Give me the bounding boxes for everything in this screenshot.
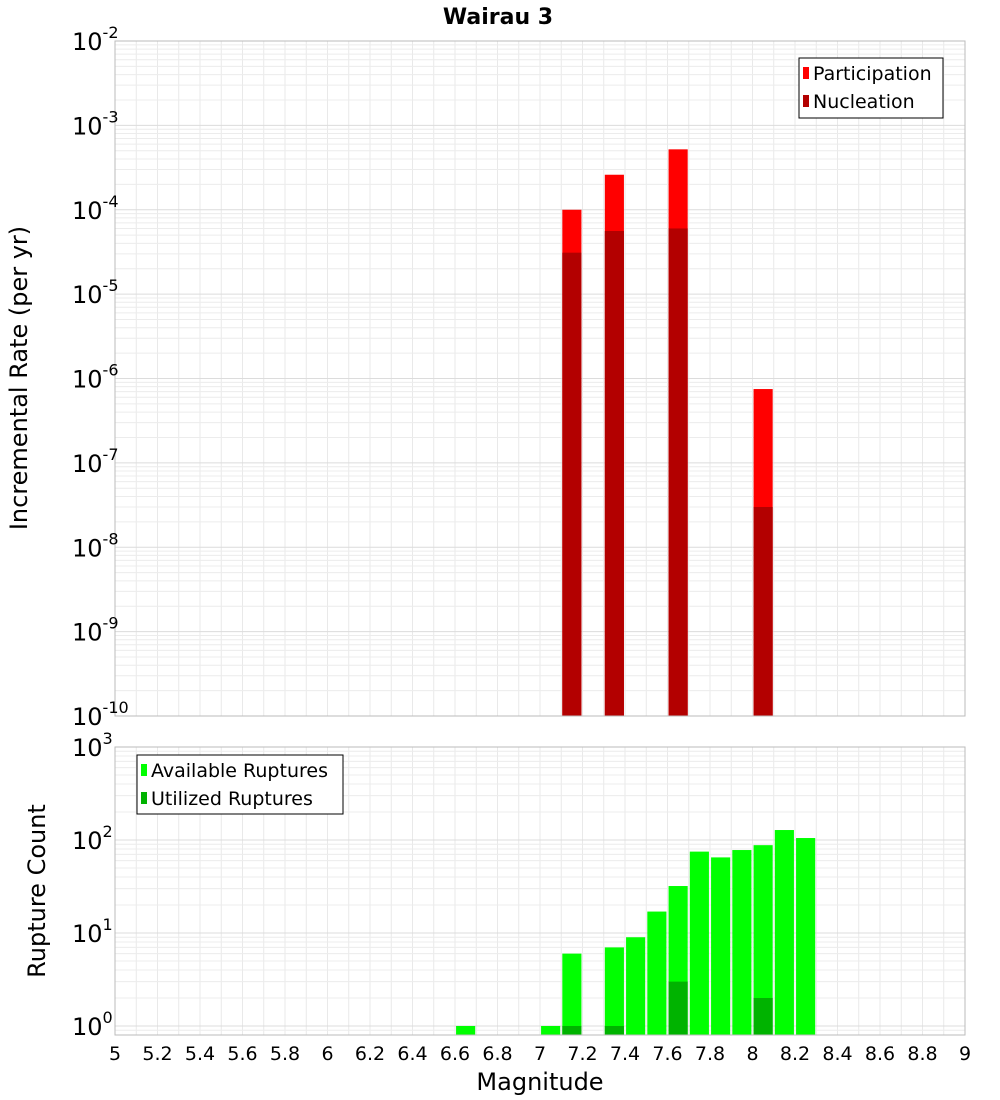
chart-title: Wairau 3 <box>443 5 553 30</box>
x-tick-label: 9 <box>959 1043 971 1065</box>
count-plot-frame <box>114 746 966 1036</box>
rate-plot-frame <box>114 40 966 717</box>
bar-available-ruptures <box>647 911 667 1035</box>
bar-available-ruptures <box>626 937 646 1035</box>
legend-swatch <box>803 67 809 79</box>
x-tick-label: 7.2 <box>567 1043 597 1065</box>
count-y-ticks: 100 101 102 103 <box>72 729 113 1041</box>
y-tick-label: 103 <box>72 729 113 762</box>
y-tick-label: 10-4 <box>72 192 119 225</box>
y-tick-label: 10-2 <box>72 23 119 56</box>
bar-available-ruptures <box>604 947 624 1035</box>
x-tick-label: 5.8 <box>270 1043 300 1065</box>
bar-available-ruptures <box>796 838 816 1035</box>
y-tick-label: 10-10 <box>72 698 129 731</box>
x-tick-label: 6 <box>321 1043 333 1065</box>
x-tick-label: 6.6 <box>440 1043 470 1065</box>
y-tick-label: 100 <box>72 1008 113 1041</box>
rate-y-axis-label: Incremental Rate (per yr) <box>5 226 33 530</box>
legend-box <box>136 754 344 815</box>
y-tick-label: 10-7 <box>72 445 119 478</box>
legend-swatch <box>803 95 809 107</box>
x-tick-label: 6.8 <box>482 1043 512 1065</box>
legend-swatch <box>141 792 147 804</box>
x-tick-label: 5.4 <box>185 1043 215 1065</box>
y-tick-label: 10-6 <box>72 361 119 394</box>
legend-label: Available Ruptures <box>151 760 328 782</box>
x-tick-label: 8 <box>746 1043 758 1065</box>
bar-available-ruptures <box>562 953 582 1035</box>
bar-available-ruptures <box>732 850 752 1035</box>
rate-y-ticks: 10-10 10-9 10-8 10-7 10-6 10-5 10-4 10-3 10-2 <box>72 23 129 731</box>
x-tick-label: 7.8 <box>695 1043 725 1065</box>
magnitude-x-axis-label: Magnitude <box>476 1068 603 1096</box>
magnitude-x-ticks: 5 5.2 5.4 5.6 5.8 6 6.2 6.4 6.6 6.8 7 7.2 7.4 7.6 7.8 8… <box>109 1043 971 1065</box>
legend-label: Utilized Ruptures <box>151 788 313 810</box>
bar-available-ruptures <box>711 857 731 1035</box>
bar-available-ruptures <box>541 1025 561 1035</box>
bar-utilized-ruptures <box>604 1025 624 1035</box>
count-panel: 100 101 102 103 5 5.2 5.4 5.6 5.8 6 6.2 6.4 6.6 6.8 7… <box>23 729 971 1096</box>
y-tick-label: 101 <box>72 915 113 948</box>
x-tick-label: 5 <box>109 1043 121 1065</box>
x-tick-label: 8.8 <box>907 1043 937 1065</box>
rate-bars <box>562 149 773 716</box>
bar-available-ruptures <box>456 1025 476 1035</box>
bar-utilized-ruptures <box>668 981 688 1035</box>
bar-nucleation <box>668 228 688 716</box>
legend-swatch <box>141 764 147 776</box>
rate-legend: Participation Nucleation <box>798 57 944 119</box>
legend-label: Participation <box>813 63 932 85</box>
x-tick-label: 7.6 <box>652 1043 682 1065</box>
bar-available-ruptures <box>774 830 794 1035</box>
bar-nucleation <box>562 252 582 716</box>
y-tick-label: 102 <box>72 822 113 855</box>
x-tick-label: 5.6 <box>227 1043 257 1065</box>
x-tick-label: 8.2 <box>780 1043 810 1065</box>
bar-available-ruptures <box>753 845 773 1035</box>
x-tick-label: 6.2 <box>355 1043 385 1065</box>
y-tick-label: 10-8 <box>72 529 119 562</box>
x-tick-label: 5.2 <box>142 1043 172 1065</box>
bar-utilized-ruptures <box>753 997 773 1035</box>
y-tick-label: 10-3 <box>72 107 119 140</box>
count-legend: Available Ruptures Utilized Ruptures <box>136 754 344 815</box>
legend-label: Nucleation <box>813 91 915 113</box>
rate-grid <box>114 41 966 717</box>
x-tick-label: 7 <box>534 1043 546 1065</box>
bar-utilized-ruptures <box>562 1025 582 1035</box>
y-tick-label: 10-9 <box>72 614 119 647</box>
bar-nucleation <box>604 230 624 716</box>
x-tick-label: 7.4 <box>610 1043 640 1065</box>
legend-box <box>798 57 944 119</box>
count-y-axis-label: Rupture Count <box>23 804 51 978</box>
y-tick-label: 10-5 <box>72 276 119 309</box>
bar-nucleation <box>753 506 773 716</box>
x-tick-label: 6.4 <box>397 1043 427 1065</box>
bar-available-ruptures <box>689 851 709 1035</box>
rate-panel: 10-10 10-9 10-8 10-7 10-6 10-5 10-4 10-3 10-2 In… <box>5 23 966 731</box>
x-tick-label: 8.4 <box>822 1043 852 1065</box>
count-bars <box>456 830 816 1035</box>
x-tick-label: 8.6 <box>865 1043 895 1065</box>
